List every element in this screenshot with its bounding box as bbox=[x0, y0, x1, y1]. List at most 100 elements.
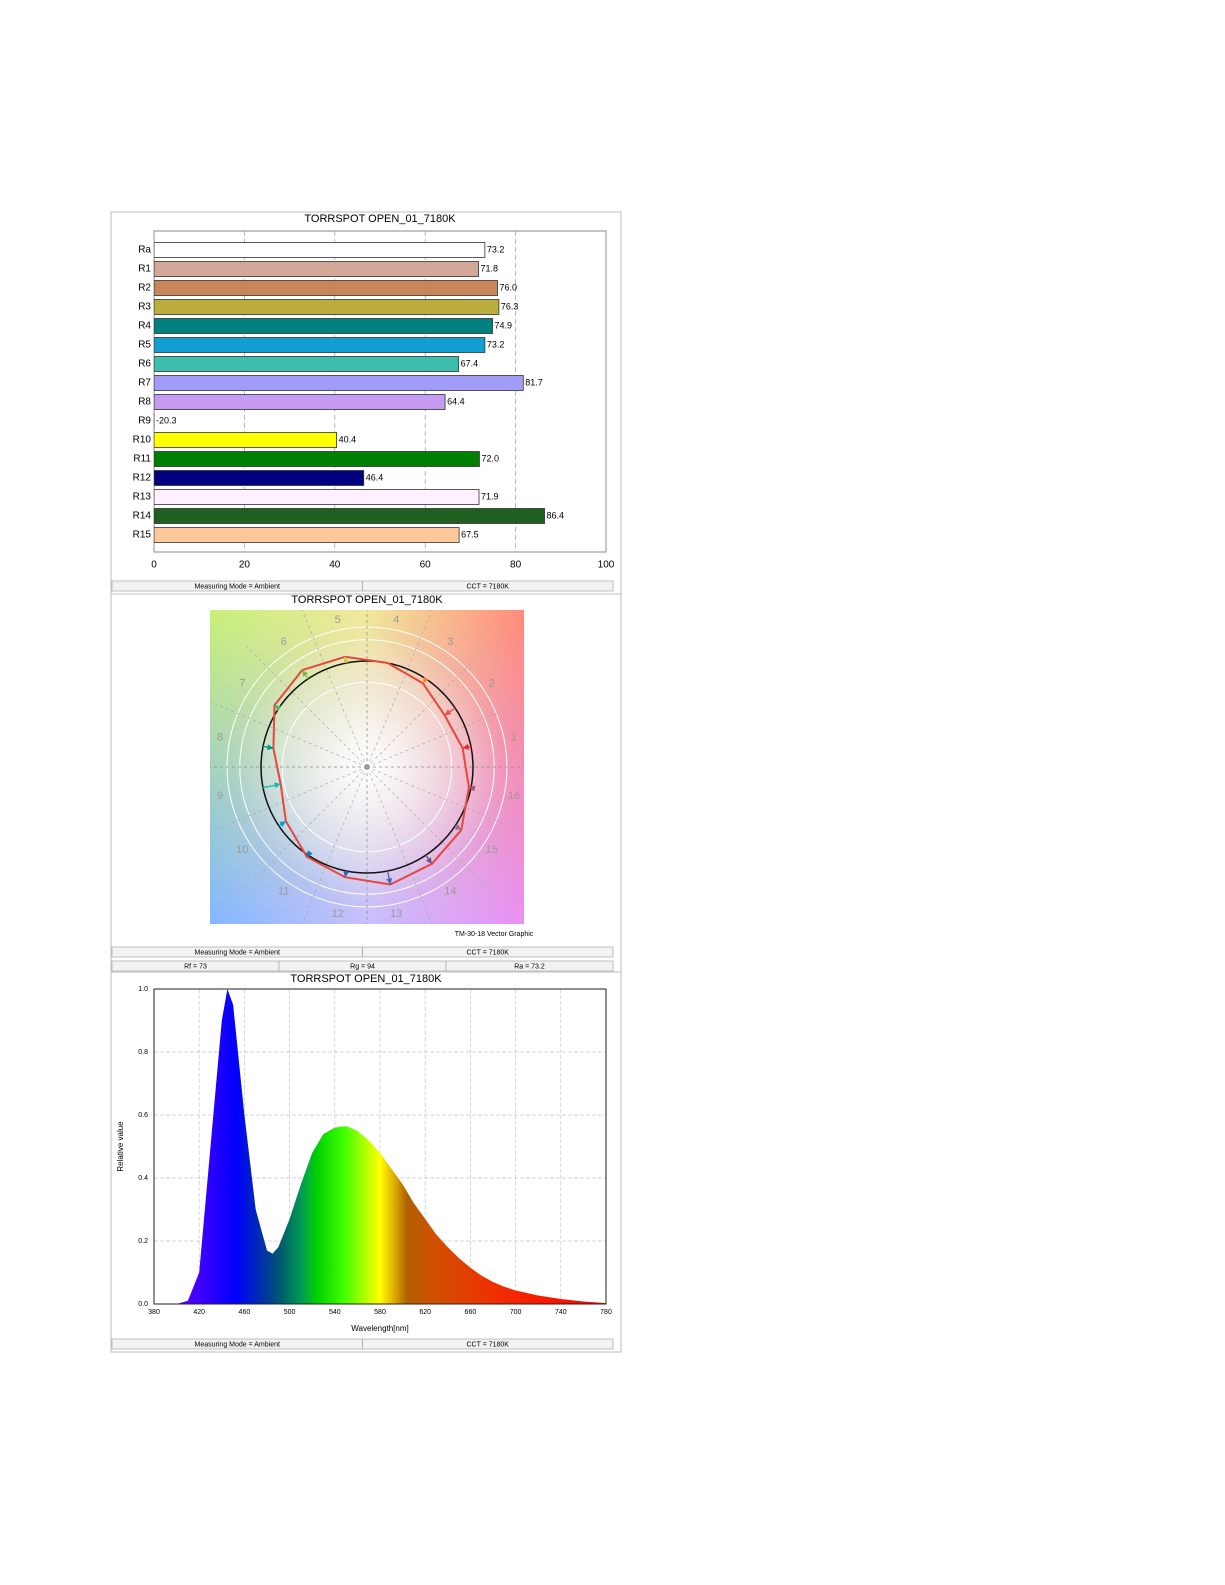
hue-bin-label: 16 bbox=[508, 790, 520, 802]
hue-bin-label: 15 bbox=[486, 844, 498, 856]
value-label: 67.4 bbox=[461, 358, 479, 368]
value-label: -20.3 bbox=[156, 415, 177, 425]
bar bbox=[154, 337, 486, 353]
arrow-head bbox=[454, 824, 462, 831]
status-text: CCT = 7180K bbox=[467, 949, 510, 956]
hue-bin-label: 12 bbox=[332, 908, 344, 920]
arrow-head bbox=[302, 670, 309, 677]
status-text: Measuring Mode = Ambient bbox=[195, 583, 280, 590]
x-tick-label: 0 bbox=[151, 560, 157, 571]
bin-divider bbox=[366, 766, 433, 924]
bin-divider bbox=[210, 701, 368, 768]
status-text: Rf = 73 bbox=[184, 963, 207, 970]
arrow-head bbox=[343, 870, 350, 878]
category-label: R3 bbox=[138, 302, 151, 313]
plot-border bbox=[153, 988, 607, 1305]
bar bbox=[154, 261, 479, 277]
bin-divider bbox=[366, 766, 524, 833]
caption: TM-30-18 Vector Graphic bbox=[455, 931, 534, 938]
arrow-head bbox=[468, 785, 476, 792]
x-tick-label: 460 bbox=[239, 1309, 251, 1316]
bar bbox=[154, 432, 338, 448]
bars bbox=[154, 242, 545, 543]
arrow-head bbox=[266, 744, 274, 751]
x-tick-label: 500 bbox=[284, 1309, 296, 1316]
bin-divider bbox=[210, 766, 368, 833]
y-tick-label: 0.0 bbox=[138, 1301, 148, 1308]
value-label: 81.7 bbox=[525, 377, 543, 387]
hue-bin-label: 7 bbox=[239, 678, 245, 690]
value-label: 71.9 bbox=[481, 491, 499, 501]
bar bbox=[154, 470, 365, 486]
value-label: 64.4 bbox=[447, 396, 465, 406]
arrow-head bbox=[444, 709, 452, 716]
arrow-head bbox=[274, 782, 281, 789]
status-text: CCT = 7180K bbox=[467, 583, 510, 590]
category-label: R8 bbox=[138, 397, 151, 408]
value-label: 46.4 bbox=[366, 472, 384, 482]
vector-graphic bbox=[210, 610, 524, 924]
status-text: Rg = 94 bbox=[350, 963, 375, 970]
category-label: R14 bbox=[133, 511, 152, 522]
value-label: 40.4 bbox=[339, 434, 357, 444]
bin-divider bbox=[366, 646, 488, 768]
value-label: 73.2 bbox=[487, 244, 505, 254]
category-label: R6 bbox=[138, 359, 151, 370]
bar bbox=[154, 508, 545, 524]
chart-title: TORRSPOT OPEN_01_7180K bbox=[304, 213, 456, 225]
y-tick-label: 0.2 bbox=[138, 1238, 148, 1245]
x-tick-label: 40 bbox=[329, 560, 341, 571]
x-tick-label: 60 bbox=[420, 560, 432, 571]
bar bbox=[154, 318, 493, 334]
category-label: R4 bbox=[138, 321, 151, 332]
value-label: 76.0 bbox=[500, 282, 518, 292]
bin-divider bbox=[246, 646, 368, 768]
center-dot bbox=[364, 764, 370, 770]
y-tick-label: 0.6 bbox=[138, 1112, 148, 1119]
bar bbox=[154, 299, 500, 315]
category-label: R1 bbox=[138, 264, 151, 275]
bin-divider bbox=[366, 701, 524, 768]
x-tick-label: 20 bbox=[239, 560, 251, 571]
arrow-head bbox=[343, 656, 350, 664]
reference-circle bbox=[260, 660, 474, 874]
value-label: 72.0 bbox=[481, 453, 499, 463]
bin-divider bbox=[246, 766, 368, 888]
bar bbox=[154, 451, 480, 467]
value-label: 67.5 bbox=[461, 529, 479, 539]
status-text: Measuring Mode = Ambient bbox=[195, 949, 280, 956]
category-label: R5 bbox=[138, 340, 151, 351]
x-tick-label: 540 bbox=[329, 1309, 341, 1316]
arrow-head bbox=[422, 676, 429, 684]
x-tick-label: 80 bbox=[510, 560, 522, 571]
category-label: R13 bbox=[133, 492, 152, 503]
hue-bin-label: 6 bbox=[281, 636, 287, 648]
x-tick-label: 420 bbox=[193, 1309, 205, 1316]
category-label: R11 bbox=[133, 454, 151, 465]
status-cell bbox=[362, 1338, 614, 1350]
arrow-head bbox=[274, 705, 282, 711]
x-tick-label: 100 bbox=[598, 560, 615, 571]
bin-divider bbox=[366, 766, 488, 888]
hue-bin-label: 3 bbox=[447, 636, 453, 648]
chart-title: TORRSPOT OPEN_01_7180K bbox=[290, 973, 442, 985]
value-label: 74.9 bbox=[495, 320, 513, 330]
status-cell bbox=[362, 946, 614, 958]
bin-divider bbox=[366, 610, 433, 768]
bar bbox=[154, 394, 446, 410]
bar bbox=[154, 356, 460, 372]
y-tick-label: 1.0 bbox=[138, 986, 148, 993]
arrow-head bbox=[306, 850, 313, 857]
hue-bin-label: 13 bbox=[390, 908, 402, 920]
x-axis-label: Wavelength[nm] bbox=[351, 1324, 409, 1333]
bar bbox=[154, 375, 524, 391]
hue-bin-label: 2 bbox=[489, 678, 495, 690]
x-tick-label: 740 bbox=[555, 1309, 567, 1316]
x-tick-label: 580 bbox=[374, 1309, 386, 1316]
x-tick-label: 380 bbox=[148, 1309, 160, 1316]
bin-divider bbox=[301, 766, 368, 924]
hue-bin-label: 9 bbox=[217, 790, 223, 802]
value-label: 71.8 bbox=[481, 263, 499, 273]
category-label: R2 bbox=[138, 283, 151, 294]
